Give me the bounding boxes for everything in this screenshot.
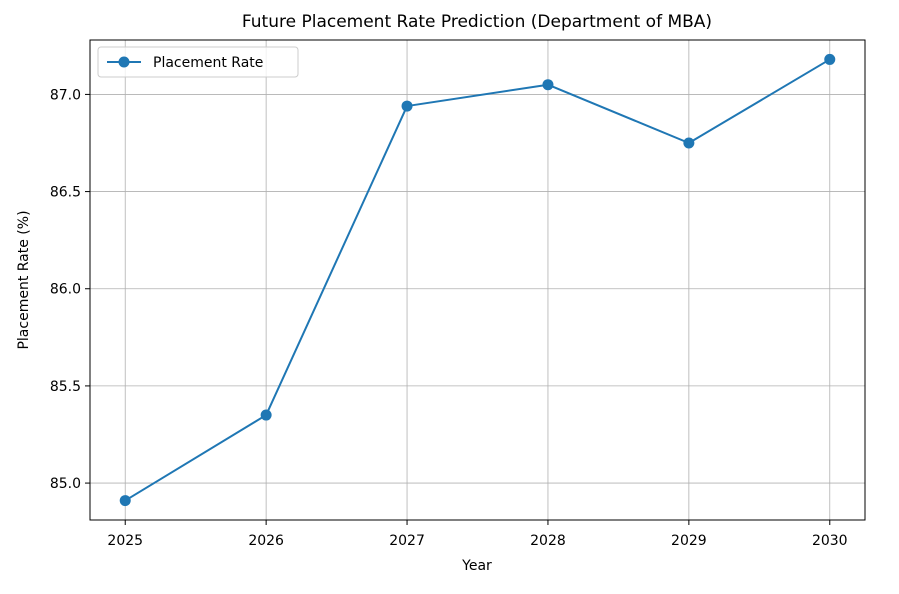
- plot-area: [89, 39, 866, 521]
- series-layer: [119, 53, 836, 507]
- axis-ticks: 2025 2026 2027 2028 2029 2030 85.0 85.5 86.0 86.5…: [50, 87, 848, 549]
- x-tick-label: 2028: [530, 533, 566, 549]
- y-tick-label: 86.5: [50, 185, 81, 201]
- x-tick-label: 2025: [107, 533, 143, 549]
- x-tick-label: 2029: [671, 533, 707, 549]
- x-tick-label: 2027: [389, 533, 425, 549]
- y-axis-label: Placement Rate (%): [16, 210, 32, 349]
- legend-box: [97, 46, 299, 78]
- y-tick-label: 85.0: [50, 476, 81, 492]
- x-tick-label: 2026: [248, 533, 284, 549]
- legend-label: Placement Rate: [153, 55, 263, 71]
- series-line: [124, 58, 831, 502]
- data-point: [683, 137, 695, 149]
- data-point: [119, 495, 131, 507]
- legend: Placement Rate: [97, 46, 299, 78]
- data-point: [401, 100, 413, 112]
- grid-lines: [90, 40, 865, 520]
- x-tick-label: 2030: [812, 533, 848, 549]
- chart-title: Future Placement Rate Prediction (Depart…: [242, 12, 712, 32]
- y-tick-label: 87.0: [50, 87, 81, 103]
- y-tick-label: 85.5: [50, 379, 81, 395]
- legend-marker: [118, 56, 130, 68]
- data-point: [260, 409, 272, 421]
- y-tick-label: 86.0: [50, 282, 81, 298]
- data-point: [542, 79, 554, 91]
- x-axis-label: Year: [461, 558, 492, 574]
- data-point: [824, 53, 836, 65]
